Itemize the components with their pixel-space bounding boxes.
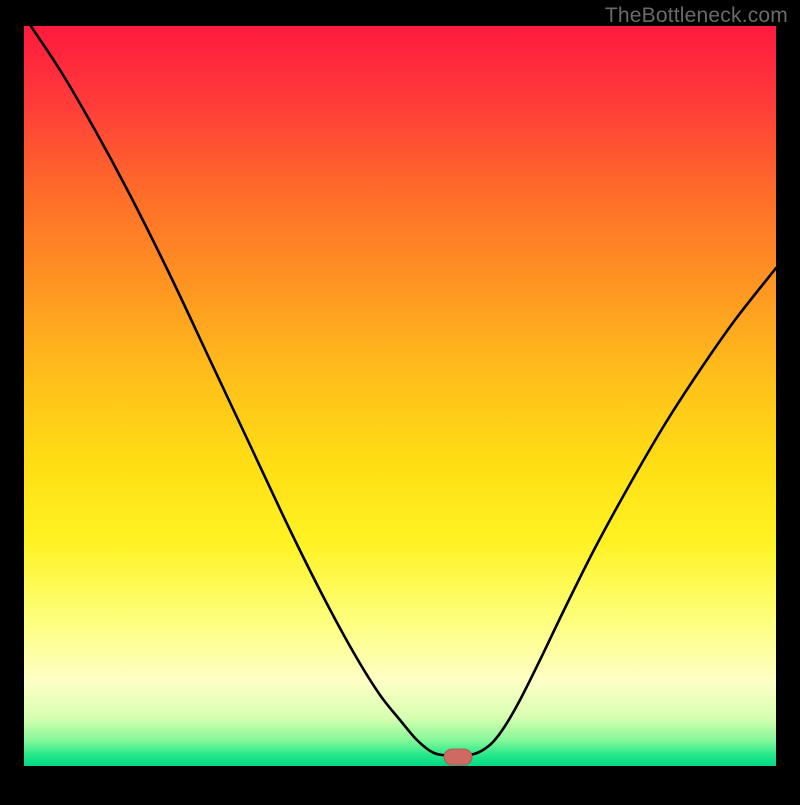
watermark-text: TheBottleneck.com bbox=[605, 4, 788, 28]
optimal-marker bbox=[444, 749, 472, 765]
bottleneck-chart: TheBottleneck.com bbox=[0, 0, 800, 800]
chart-svg bbox=[0, 0, 800, 800]
plot-background bbox=[24, 26, 776, 766]
